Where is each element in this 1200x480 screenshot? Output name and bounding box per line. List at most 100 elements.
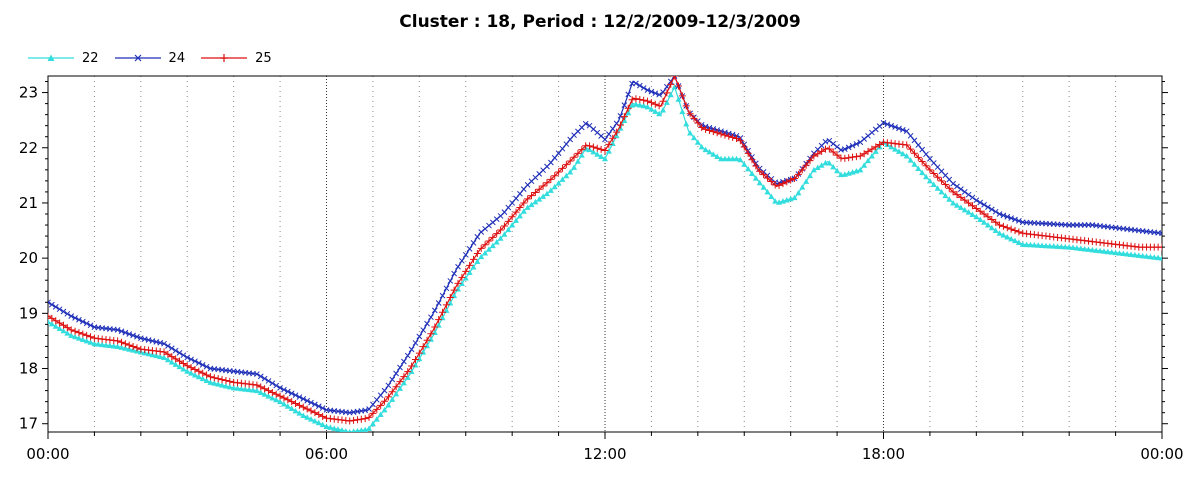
series-marker-25 (67, 326, 75, 334)
series-marker-22 (799, 184, 806, 190)
series-marker-24 (892, 124, 898, 130)
series-marker-22 (1155, 254, 1162, 261)
series-marker-22 (180, 365, 187, 372)
series-marker-25 (59, 321, 67, 329)
series-marker-25 (551, 172, 559, 180)
series-marker-24 (1000, 212, 1007, 219)
series-marker-24 (621, 102, 628, 108)
series-marker-24 (188, 356, 194, 363)
series-marker-22 (296, 410, 303, 416)
series-marker-22 (830, 163, 837, 170)
series-marker-22 (764, 188, 771, 195)
series-marker-24 (513, 195, 519, 202)
series-marker-22 (435, 322, 442, 328)
series-marker-25 (705, 127, 713, 135)
series-marker-25 (508, 213, 516, 221)
series-marker-22 (988, 224, 995, 231)
series-marker-25 (187, 364, 195, 372)
series-marker-22 (768, 193, 775, 200)
series-marker-25 (968, 202, 976, 210)
legend-swatch-series-25 (201, 54, 248, 62)
y-tick-label: 22 (19, 139, 38, 157)
series-marker-22 (389, 396, 396, 402)
series-marker-25 (1011, 227, 1019, 235)
series-marker-25 (767, 178, 775, 186)
series-marker-25 (206, 373, 214, 381)
series-marker-22 (1062, 243, 1069, 250)
series-marker-24 (609, 125, 616, 132)
series-marker-25 (253, 381, 261, 389)
series-marker-25 (806, 157, 814, 165)
series-marker-24 (269, 380, 276, 387)
series-22 (48, 84, 1162, 432)
y-tick-label: 23 (19, 84, 38, 102)
series-marker-25 (586, 142, 594, 150)
series-marker-22 (540, 193, 547, 199)
series-marker-22 (458, 280, 465, 287)
series-marker-22 (903, 153, 910, 159)
series-marker-25 (369, 409, 377, 417)
series-marker-24 (161, 340, 167, 347)
series-marker-25 (980, 210, 988, 218)
series-marker-22 (760, 184, 767, 190)
series-marker-22 (973, 213, 980, 220)
series-marker-22 (524, 204, 531, 210)
series-marker-22 (1058, 243, 1065, 250)
series-marker-22 (857, 166, 864, 173)
series-marker-24 (961, 189, 968, 195)
series-marker-22 (103, 342, 110, 348)
series-marker-25 (620, 113, 628, 121)
series-marker-22 (1081, 245, 1088, 252)
series-marker-25 (477, 244, 485, 252)
series-marker-22 (563, 172, 570, 179)
series-marker-22 (660, 107, 667, 113)
series-marker-24 (899, 126, 906, 133)
series-marker-24 (1008, 215, 1015, 221)
series-marker-24 (315, 403, 322, 410)
series-marker-22 (319, 421, 326, 428)
series-marker-25 (489, 233, 497, 241)
series-marker-22 (1008, 235, 1015, 242)
series-marker-22 (87, 339, 94, 345)
series-marker-22 (478, 253, 485, 260)
series-marker-25 (365, 413, 373, 421)
series-marker-22 (1147, 253, 1154, 260)
series-marker-22 (1085, 246, 1092, 252)
series-marker-25 (725, 132, 733, 140)
series-marker-24 (381, 387, 388, 394)
series-marker-22 (110, 342, 117, 349)
series-marker-22 (1124, 251, 1131, 257)
series-marker-22 (381, 406, 388, 413)
series-marker-22 (795, 189, 802, 196)
series-marker-22 (404, 374, 411, 380)
series-marker-25 (384, 393, 392, 401)
series-marker-22 (439, 314, 446, 321)
series-marker-22 (605, 148, 612, 154)
series-marker-25 (856, 152, 864, 160)
series-marker-24 (985, 204, 991, 210)
series-marker-22 (640, 102, 647, 109)
series-marker-25 (965, 199, 973, 207)
series-marker-22 (1070, 244, 1077, 251)
series-marker-24 (68, 313, 75, 319)
legend-label-series-22: 22 (82, 50, 99, 66)
series-marker-22 (965, 209, 972, 215)
series-marker-22 (79, 336, 86, 343)
series-marker-25 (500, 222, 508, 230)
series-marker-22 (1135, 252, 1142, 258)
series-marker-24 (447, 278, 454, 284)
series-marker-22 (355, 427, 360, 432)
series-marker-25 (191, 365, 199, 373)
series-marker-25 (996, 221, 1004, 229)
series-marker-22 (926, 177, 933, 184)
series-marker-25 (1003, 224, 1011, 232)
series-marker-22 (892, 146, 899, 152)
series-marker-25 (651, 100, 659, 108)
series-marker-25 (810, 152, 818, 160)
series-marker-22 (505, 226, 512, 233)
series-marker-25 (439, 308, 447, 316)
series-marker-24 (903, 128, 910, 135)
series-marker-22 (1015, 239, 1022, 246)
series-marker-22 (837, 171, 844, 178)
series-marker-25 (431, 323, 439, 331)
